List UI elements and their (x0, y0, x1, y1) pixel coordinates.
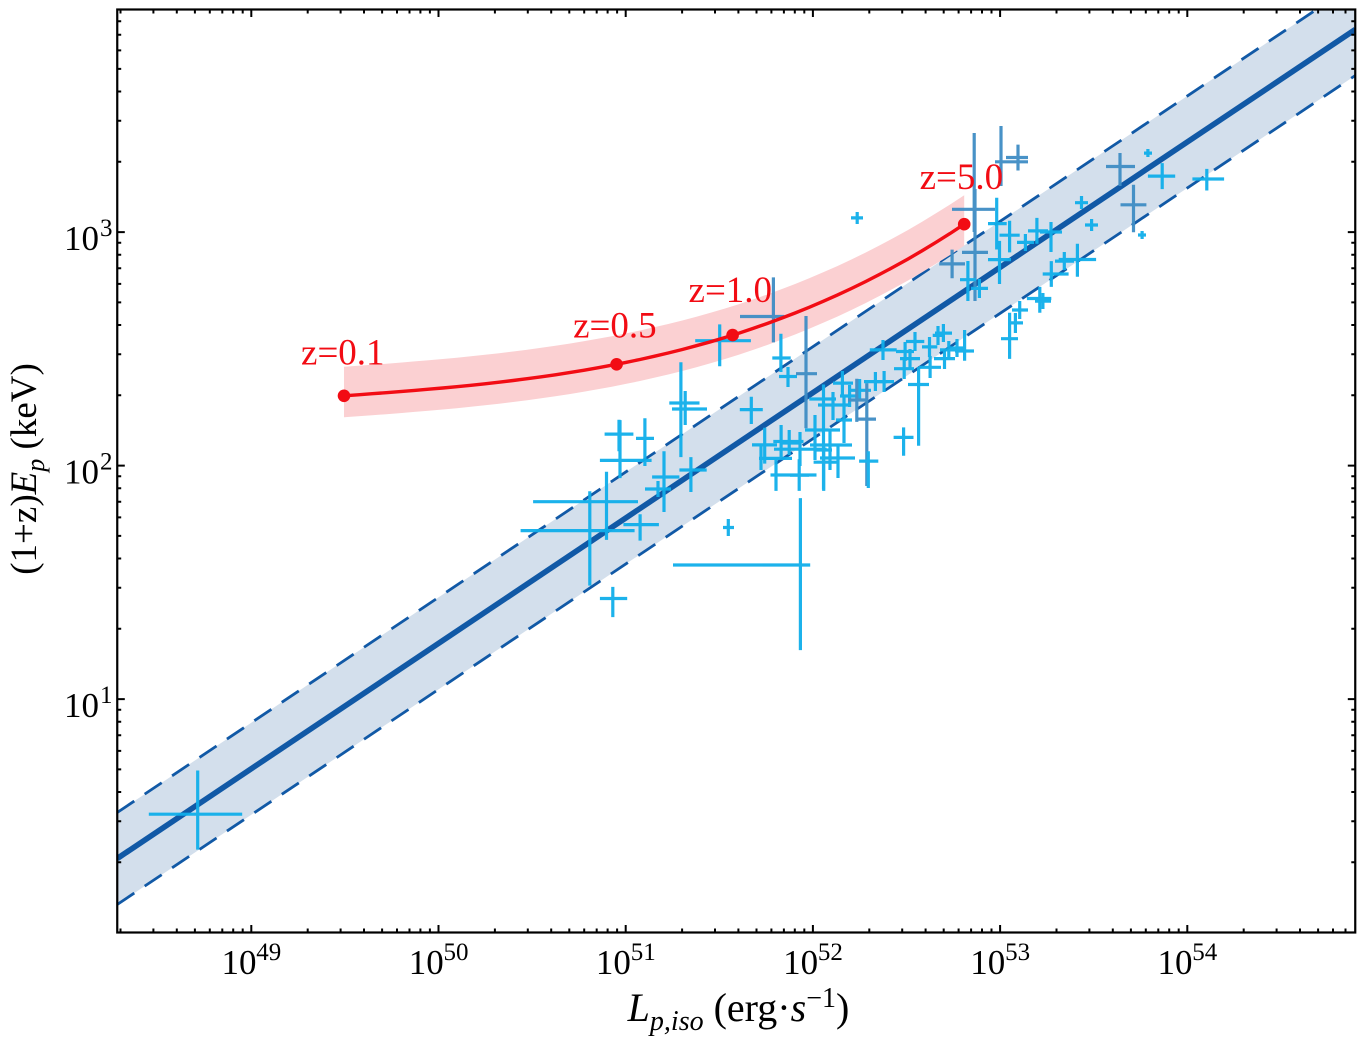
svg-text:52: 52 (818, 939, 843, 966)
svg-text:50: 50 (444, 939, 469, 966)
svg-text:z=0.1: z=0.1 (301, 333, 385, 374)
svg-text:z=0.5: z=0.5 (573, 306, 657, 347)
svg-text:10: 10 (222, 943, 257, 982)
svg-text:10: 10 (1158, 943, 1193, 982)
svg-text:z=5.0: z=5.0 (920, 157, 1004, 198)
svg-text:53: 53 (1005, 939, 1030, 966)
svg-text:z=1.0: z=1.0 (689, 270, 773, 311)
svg-text:1: 1 (100, 682, 113, 709)
svg-text:10: 10 (64, 686, 99, 725)
svg-text:10: 10 (64, 453, 99, 492)
svg-text:3: 3 (100, 215, 113, 242)
svg-text:10: 10 (596, 943, 631, 982)
svg-text:10: 10 (970, 943, 1005, 982)
svg-text:(1+z)Ep (keV): (1+z)Ep (keV) (4, 363, 50, 575)
svg-text:Lp,iso (erg·s−1): Lp,iso (erg·s−1) (627, 983, 850, 1037)
svg-text:10: 10 (783, 943, 818, 982)
svg-text:51: 51 (631, 939, 656, 966)
svg-text:2: 2 (100, 449, 113, 476)
svg-text:10: 10 (409, 943, 444, 982)
svg-text:54: 54 (1192, 939, 1218, 966)
svg-text:49: 49 (256, 939, 281, 966)
svg-text:10: 10 (64, 219, 99, 258)
